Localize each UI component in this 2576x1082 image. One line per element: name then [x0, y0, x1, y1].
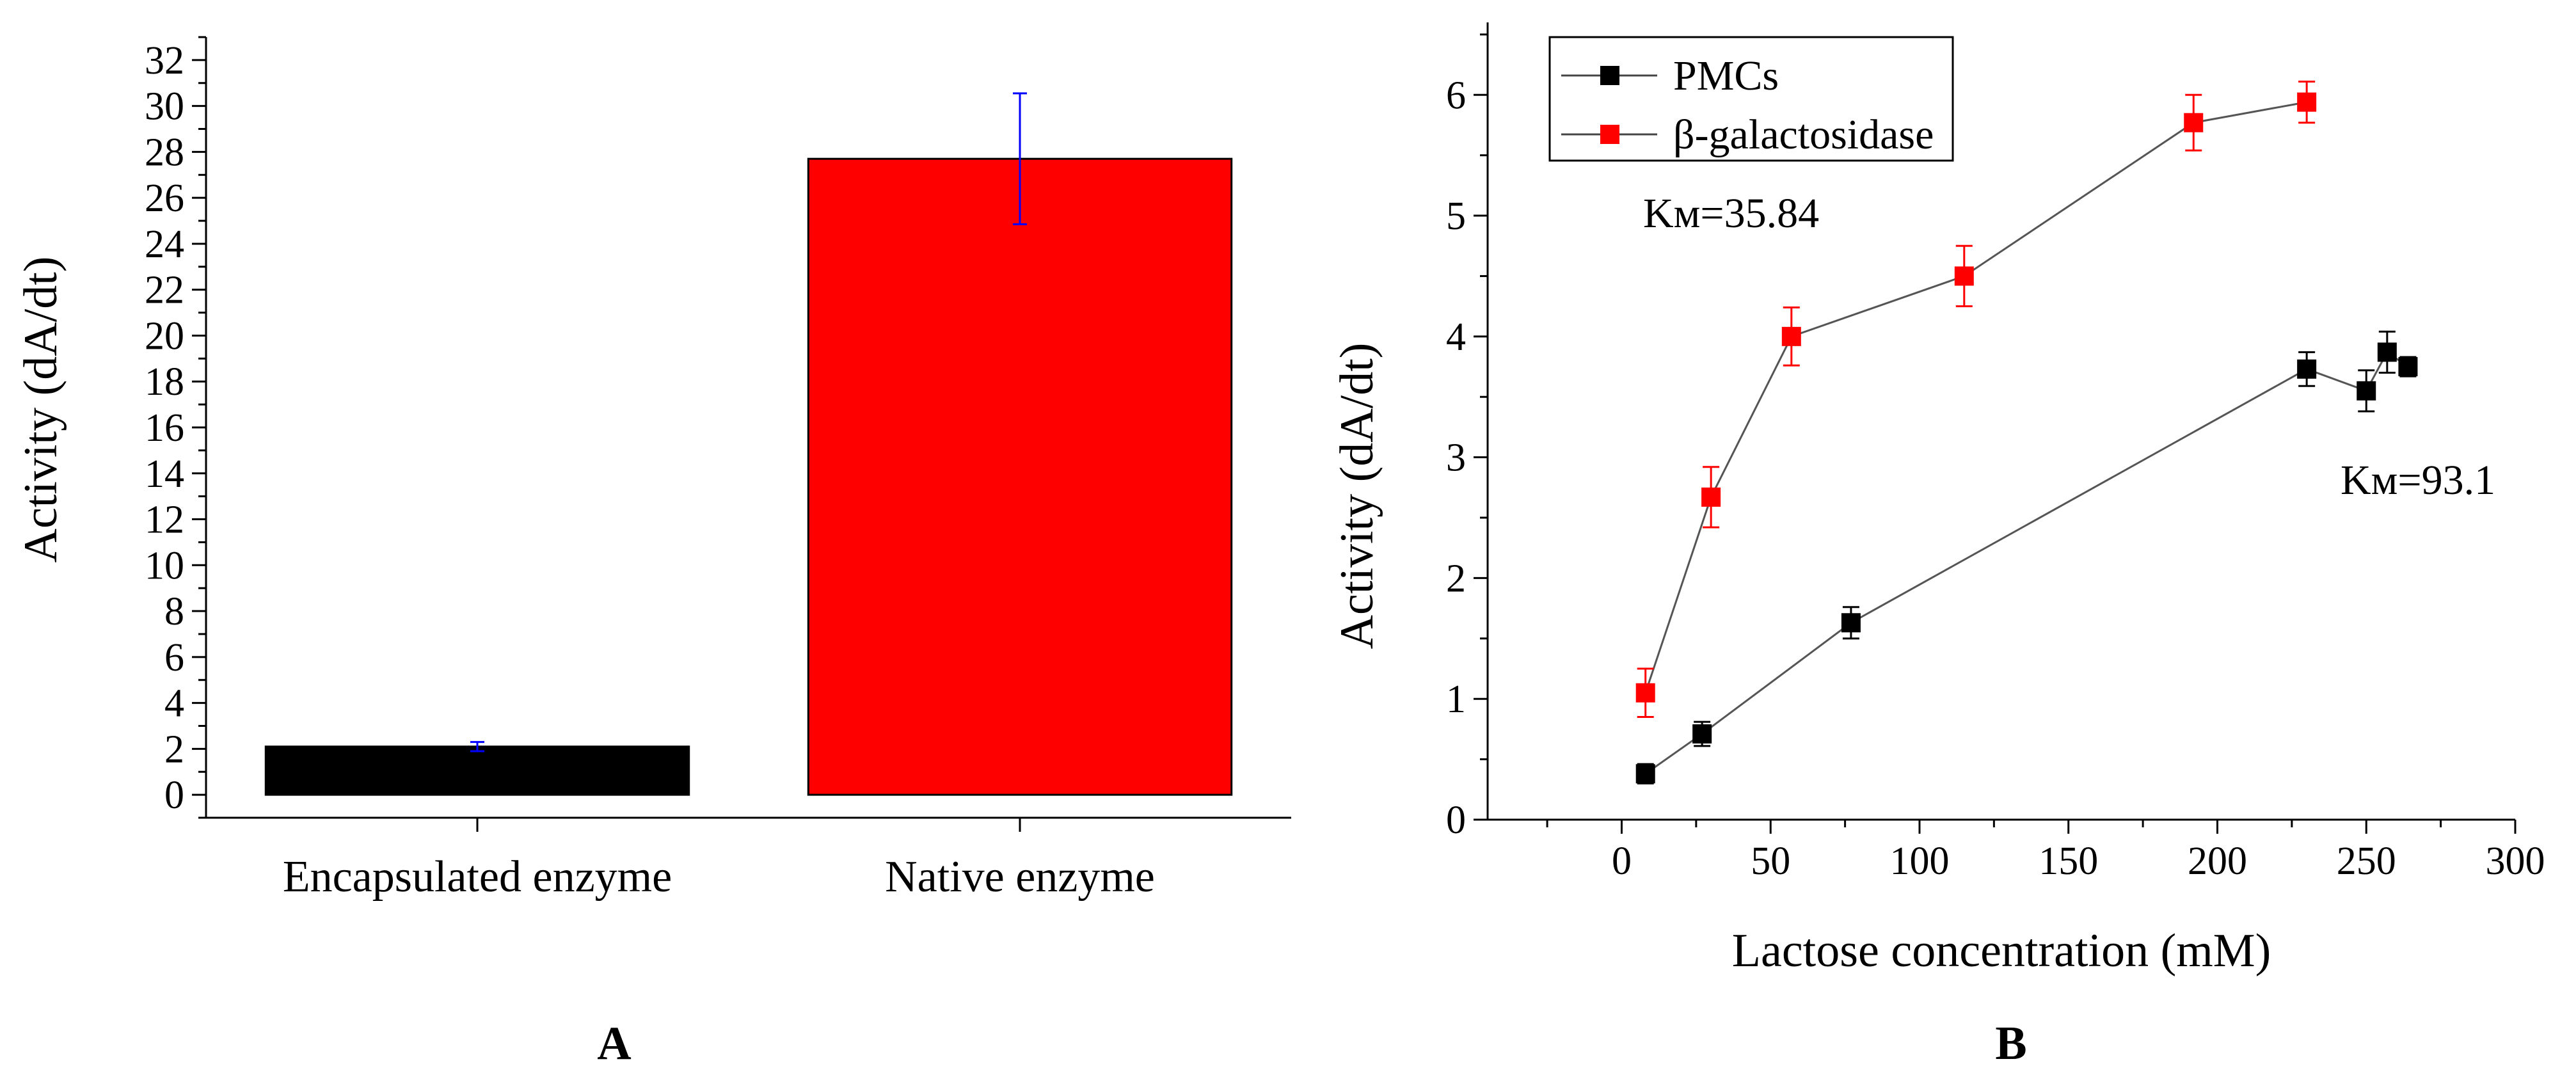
series-line-pmcs	[1644, 351, 2409, 775]
legend-label-beta-galactosidase: β-galactosidase	[1673, 111, 1934, 158]
series-beta-galactosidase	[1635, 81, 2317, 719]
error-bar-encapsulated-enzyme	[470, 741, 484, 752]
data-point-pmcs	[1692, 724, 1712, 744]
data-point-pmcs	[2377, 342, 2397, 362]
panel-a-y-tick-label: 32	[145, 39, 184, 83]
series-pmcs	[1635, 330, 2418, 784]
panel-b-label: B	[1995, 1017, 2026, 1070]
panel-b-x-tick-label: 200	[2188, 839, 2247, 883]
legend-label-pmcs: PMCs	[1673, 52, 1779, 99]
panel-a-y-tick-label: 0	[164, 774, 184, 817]
panel-a-y-tick-label: 16	[145, 406, 184, 450]
panel-b-y-axis-label: Activity (dA/dt)	[1331, 343, 1383, 649]
panel-b-line-chart: 0 1 2 3 4 5 6 0 50 100 150 200 250 300 PMCs β-galacto…	[1331, 22, 2545, 1070]
panel-a-y-tick-label: 6	[164, 636, 184, 680]
legend-item-beta-galactosidase: β-galactosidase	[1561, 111, 1934, 158]
data-point-pmcs	[1841, 613, 1861, 633]
panel-a-y-tick-label: 4	[164, 682, 184, 726]
category-label-native-enzyme: Native enzyme	[885, 852, 1155, 902]
panel-b-x-tick-label: 150	[2039, 839, 2098, 883]
bar-encapsulated-enzyme	[264, 745, 690, 796]
panel-a-y-tick-label: 20	[145, 314, 184, 358]
panel-b-x-tick-label: 50	[1751, 839, 1790, 883]
data-point-pmcs	[2297, 359, 2317, 379]
panel-b-x-tick-label: 100	[1889, 839, 1949, 883]
data-point-beta-galactosidase	[2184, 113, 2204, 132]
legend-item-pmcs: PMCs	[1561, 52, 1779, 99]
panel-a-y-tick-label: 24	[145, 223, 184, 266]
data-point-pmcs	[2398, 357, 2418, 377]
data-point-beta-galactosidase	[1781, 326, 1801, 346]
panel-b-y-tick-label: 1	[1446, 678, 1466, 721]
panel-a-x-axis: Encapsulated enzyme Native enzyme	[206, 816, 1291, 902]
panel-a-y-tick-label: 10	[145, 544, 184, 587]
series-line-beta-galactosidase	[1644, 101, 2307, 694]
panel-a-y-tick-label: 30	[145, 85, 184, 129]
panel-a-y-tick-label: 18	[145, 360, 184, 404]
panel-b-x-tick-label: 250	[2337, 839, 2396, 883]
panel-a-y-tick-label: 2	[164, 728, 184, 771]
data-point-beta-galactosidase	[1635, 683, 1655, 703]
panel-a-y-tick-label: 8	[164, 590, 184, 633]
panel-a-bars	[264, 92, 1233, 796]
panel-b-y-tick-label: 4	[1446, 315, 1466, 359]
panel-a-label: A	[597, 1017, 631, 1070]
annotation-km-pmcs: Kм=93.1	[2341, 457, 2495, 504]
panel-a-y-tick-label: 28	[145, 131, 184, 174]
legend-marker-beta-galactosidase	[1600, 125, 1619, 144]
panel-a-y-tick-label: 22	[145, 269, 184, 312]
data-point-beta-galactosidase	[1954, 266, 1974, 286]
data-point-pmcs	[1635, 764, 1655, 784]
bar-native-enzyme	[807, 157, 1233, 796]
data-point-beta-galactosidase	[1701, 487, 1721, 507]
category-label-encapsulated-enzyme: Encapsulated enzyme	[283, 852, 672, 902]
panel-a-y-tick-label: 14	[145, 452, 184, 496]
panel-b-x-axis-label: Lactose concentration (mM)	[1732, 925, 2271, 977]
panel-b-y-tick-label: 0	[1446, 799, 1466, 842]
legend-marker-pmcs	[1600, 66, 1619, 85]
panel-b-series	[1635, 81, 2418, 784]
data-point-pmcs	[2357, 381, 2376, 401]
panel-a-y-tick-label: 12	[145, 498, 184, 542]
panel-b-x-tick-label: 0	[1612, 839, 1632, 883]
panel-b-y-tick-label: 5	[1446, 195, 1466, 238]
panel-b-y-tick-label: 2	[1446, 557, 1466, 600]
panel-b-y-tick-label: 3	[1446, 436, 1466, 480]
panel-b-y-tick-label: 6	[1446, 74, 1466, 117]
panel-b-x-tick-label: 300	[2486, 839, 2545, 883]
panel-b-axes: 0 1 2 3 4 5 6 0 50 100 150 200 250 300	[1446, 22, 2545, 883]
data-point-beta-galactosidase	[2297, 92, 2317, 112]
panel-a-y-axis-label: Activity (dA/dt)	[15, 257, 67, 563]
annotation-km-beta-galactosidase: Kм=35.84	[1643, 190, 1819, 237]
panel-b-legend: PMCs β-galactosidase	[1548, 36, 1954, 162]
error-bar-native-enzyme	[1013, 92, 1027, 225]
panel-a-y-tick-label: 26	[145, 177, 184, 220]
